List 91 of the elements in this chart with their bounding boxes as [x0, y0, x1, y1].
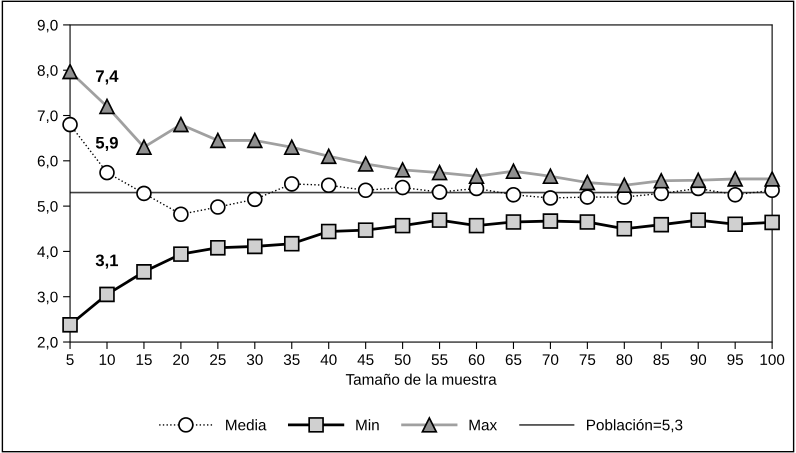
point — [173, 246, 189, 262]
point — [468, 168, 484, 184]
point — [653, 216, 670, 232]
point — [136, 139, 152, 156]
point — [690, 172, 706, 188]
point — [580, 189, 596, 205]
point — [210, 240, 226, 256]
point — [727, 216, 743, 232]
point — [690, 212, 706, 228]
y-tick-label: 7,0 — [38, 110, 58, 124]
point — [432, 164, 448, 180]
x-tick-label: 10 — [100, 354, 115, 366]
point — [394, 180, 410, 196]
point — [580, 174, 596, 190]
x-tick-label: 45 — [358, 354, 374, 366]
point — [764, 171, 780, 187]
legend-label: Min — [356, 419, 379, 430]
x-tick-label: 50 — [394, 354, 411, 366]
point — [506, 214, 522, 230]
point — [284, 236, 300, 252]
point — [284, 139, 300, 156]
point — [99, 164, 115, 180]
y-tick-label: 9,0 — [38, 20, 58, 32]
point — [432, 184, 448, 200]
point — [247, 238, 263, 254]
x-tick-label: 30 — [246, 354, 263, 366]
y-tick-label: 5,0 — [38, 200, 58, 214]
point — [320, 177, 336, 194]
point — [247, 132, 263, 148]
legend-label: Max — [470, 420, 497, 430]
x-tick-label: 65 — [506, 354, 522, 366]
point — [542, 190, 558, 206]
x-tick-label: 55 — [432, 354, 448, 366]
point — [358, 222, 374, 238]
point — [764, 214, 780, 230]
point — [394, 162, 410, 178]
point — [99, 286, 115, 302]
point — [616, 220, 632, 237]
x-tick-label: 70 — [542, 354, 558, 366]
y-tick-label: 4,0 — [37, 246, 58, 259]
point — [358, 156, 374, 172]
point — [468, 218, 484, 234]
point — [394, 218, 410, 234]
point — [136, 186, 152, 202]
x-tick-label: 75 — [580, 354, 596, 366]
point — [284, 176, 300, 192]
x-tick-label: 35 — [284, 354, 300, 366]
point — [210, 132, 226, 148]
point — [727, 171, 743, 187]
annotation: 3,1 — [96, 254, 118, 269]
point — [432, 212, 448, 228]
point — [506, 163, 522, 180]
x-tick-label: 15 — [136, 354, 152, 366]
y-tick-label: 8,0 — [38, 65, 58, 78]
point — [727, 187, 743, 203]
point — [62, 116, 78, 132]
point — [542, 168, 558, 184]
x-tick-label: 95 — [727, 354, 744, 366]
annotation: 5,9 — [96, 136, 118, 152]
x-tick-label: 60 — [468, 354, 484, 366]
annotation: 7,4 — [96, 70, 118, 84]
x-tick-label: 100 — [760, 354, 784, 366]
point — [320, 148, 336, 164]
legend-label: Media — [226, 419, 266, 430]
x-tick-label: 20 — [173, 354, 189, 366]
point — [62, 64, 78, 80]
x-tick-label: 5 — [66, 354, 74, 366]
point — [653, 172, 670, 189]
point — [358, 182, 374, 198]
y-tick-label: 6,0 — [38, 156, 58, 168]
x-axis-title: Tamaño de la muestra — [346, 374, 497, 385]
point — [136, 264, 152, 280]
point — [580, 214, 596, 230]
point — [616, 177, 632, 194]
point — [99, 98, 115, 114]
point — [173, 206, 189, 222]
y-tick-label: 3,0 — [38, 292, 58, 304]
point — [210, 199, 226, 215]
point — [62, 317, 78, 333]
x-tick-label: 40 — [320, 354, 337, 366]
point — [173, 116, 189, 132]
point — [320, 224, 336, 240]
point — [506, 187, 522, 203]
x-tick-label: 85 — [653, 354, 670, 366]
x-tick-label: 25 — [210, 354, 226, 366]
x-tick-label: 90 — [690, 354, 706, 366]
point — [247, 192, 263, 208]
legend-label: Población=5,3 — [587, 419, 682, 432]
point — [542, 213, 558, 229]
x-tick-label: 80 — [616, 354, 632, 366]
y-tick-label: 2,0 — [38, 336, 58, 350]
